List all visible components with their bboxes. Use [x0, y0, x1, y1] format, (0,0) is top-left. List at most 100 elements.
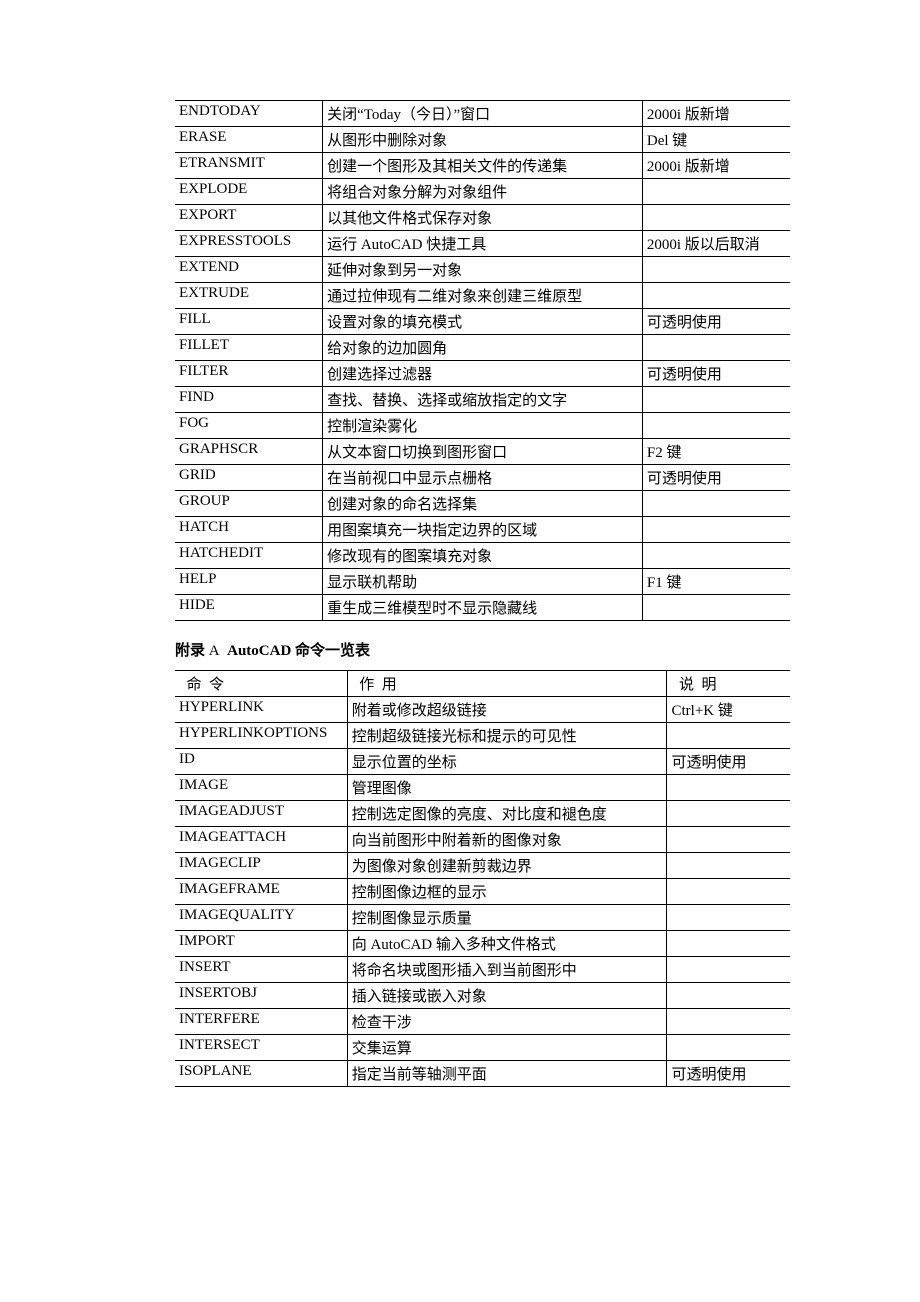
- usage-cell: 通过拉伸现有二维对象来创建三维原型: [323, 283, 643, 309]
- usage-cell: 将命名块或图形插入到当前图形中: [347, 957, 667, 983]
- command-cell: GRID: [175, 465, 323, 491]
- command-cell: HIDE: [175, 595, 323, 621]
- usage-cell: 为图像对象创建新剪裁边界: [347, 853, 667, 879]
- command-cell: EXPRESSTOOLS: [175, 231, 323, 257]
- section-letter: A: [209, 643, 220, 659]
- usage-cell: 延伸对象到另一对象: [323, 257, 643, 283]
- command-cell: EXPORT: [175, 205, 323, 231]
- usage-cell: 控制图像显示质量: [347, 905, 667, 931]
- note-cell: [667, 905, 790, 931]
- note-cell: 可透明使用: [667, 1061, 790, 1087]
- table-row: INTERSECT交集运算: [175, 1035, 790, 1061]
- usage-cell: 管理图像: [347, 775, 667, 801]
- usage-cell: 重生成三维模型时不显示隐藏线: [323, 595, 643, 621]
- usage-cell: 向当前图形中附着新的图像对象: [347, 827, 667, 853]
- command-cell: EXPLODE: [175, 179, 323, 205]
- command-cell: FIND: [175, 387, 323, 413]
- note-cell: 可透明使用: [642, 361, 790, 387]
- command-cell: IMAGECLIP: [175, 853, 347, 879]
- note-cell: [642, 179, 790, 205]
- usage-cell: 插入链接或嵌入对象: [347, 983, 667, 1009]
- usage-cell: 用图案填充一块指定边界的区域: [323, 517, 643, 543]
- table-row: GRID在当前视口中显示点栅格可透明使用: [175, 465, 790, 491]
- table-row: IMAGEFRAME控制图像边框的显示: [175, 879, 790, 905]
- command-cell: EXTEND: [175, 257, 323, 283]
- command-cell: ETRANSMIT: [175, 153, 323, 179]
- note-cell: [667, 801, 790, 827]
- command-cell: INSERT: [175, 957, 347, 983]
- usage-cell: 创建对象的命名选择集: [323, 491, 643, 517]
- note-cell: [642, 413, 790, 439]
- command-cell: ERASE: [175, 127, 323, 153]
- usage-cell: 控制选定图像的亮度、对比度和褪色度: [347, 801, 667, 827]
- note-cell: F1 键: [642, 569, 790, 595]
- table2-body: HYPERLINK附着或修改超级链接Ctrl+K 键HYPERLINKOPTIO…: [175, 697, 790, 1087]
- usage-cell: 给对象的边加圆角: [323, 335, 643, 361]
- note-cell: 2000i 版以后取消: [642, 231, 790, 257]
- command-cell: HATCHEDIT: [175, 543, 323, 569]
- table-row: IMAGEATTACH向当前图形中附着新的图像对象: [175, 827, 790, 853]
- table-row: INSERT将命名块或图形插入到当前图形中: [175, 957, 790, 983]
- usage-cell: 向 AutoCAD 输入多种文件格式: [347, 931, 667, 957]
- command-cell: FILTER: [175, 361, 323, 387]
- table-row: EXTEND延伸对象到另一对象: [175, 257, 790, 283]
- usage-cell: 修改现有的图案填充对象: [323, 543, 643, 569]
- table-row: EXTRUDE通过拉伸现有二维对象来创建三维原型: [175, 283, 790, 309]
- usage-cell: 检查干涉: [347, 1009, 667, 1035]
- usage-cell: 指定当前等轴测平面: [347, 1061, 667, 1087]
- command-cell: INSERTOBJ: [175, 983, 347, 1009]
- command-cell: IMPORT: [175, 931, 347, 957]
- table-row: FIND查找、替换、选择或缩放指定的文字: [175, 387, 790, 413]
- note-cell: [667, 827, 790, 853]
- usage-cell: 控制超级链接光标和提示的可见性: [347, 723, 667, 749]
- command-cell: ID: [175, 749, 347, 775]
- usage-cell: 从图形中删除对象: [323, 127, 643, 153]
- command-cell: IMAGEADJUST: [175, 801, 347, 827]
- table-row: FILLET给对象的边加圆角: [175, 335, 790, 361]
- command-cell: FILLET: [175, 335, 323, 361]
- usage-cell: 查找、替换、选择或缩放指定的文字: [323, 387, 643, 413]
- usage-cell: 交集运算: [347, 1035, 667, 1061]
- table-row: FILTER创建选择过滤器可透明使用: [175, 361, 790, 387]
- table-row: ISOPLANE指定当前等轴测平面可透明使用: [175, 1061, 790, 1087]
- table-row: GRAPHSCR从文本窗口切换到图形窗口F2 键: [175, 439, 790, 465]
- note-cell: [642, 257, 790, 283]
- note-cell: [667, 775, 790, 801]
- note-cell: [667, 983, 790, 1009]
- table2-col-command: 命令: [175, 671, 347, 697]
- note-cell: 2000i 版新增: [642, 101, 790, 127]
- command-cell: HYPERLINKOPTIONS: [175, 723, 347, 749]
- note-cell: 可透明使用: [667, 749, 790, 775]
- table-row: HATCH用图案填充一块指定边界的区域: [175, 517, 790, 543]
- table2-header-row: 命令 作用 说明: [175, 671, 790, 697]
- usage-cell: 控制图像边框的显示: [347, 879, 667, 905]
- note-cell: F2 键: [642, 439, 790, 465]
- note-cell: Ctrl+K 键: [667, 697, 790, 723]
- usage-cell: 以其他文件格式保存对象: [323, 205, 643, 231]
- command-cell: IMAGEFRAME: [175, 879, 347, 905]
- table-row: INTERFERE检查干涉: [175, 1009, 790, 1035]
- usage-cell: 将组合对象分解为对象组件: [323, 179, 643, 205]
- table-row: HYPERLINK附着或修改超级链接Ctrl+K 键: [175, 697, 790, 723]
- usage-cell: 控制渲染雾化: [323, 413, 643, 439]
- note-cell: [667, 879, 790, 905]
- section-text: AutoCAD 命令一览表: [227, 643, 370, 659]
- command-cell: IMAGEQUALITY: [175, 905, 347, 931]
- note-cell: [642, 387, 790, 413]
- note-cell: 可透明使用: [642, 309, 790, 335]
- note-cell: 2000i 版新增: [642, 153, 790, 179]
- note-cell: [667, 723, 790, 749]
- command-cell: HELP: [175, 569, 323, 595]
- table-row: IMAGE管理图像: [175, 775, 790, 801]
- section-prefix: 附录: [175, 643, 205, 659]
- note-cell: [642, 491, 790, 517]
- usage-cell: 显示位置的坐标: [347, 749, 667, 775]
- table-row: ETRANSMIT创建一个图形及其相关文件的传递集2000i 版新增: [175, 153, 790, 179]
- note-cell: [642, 205, 790, 231]
- note-cell: [642, 543, 790, 569]
- table-row: EXPRESSTOOLS运行 AutoCAD 快捷工具2000i 版以后取消: [175, 231, 790, 257]
- section-title: 附录 A AutoCAD 命令一览表: [175, 639, 790, 660]
- table-row: FILL设置对象的填充模式可透明使用: [175, 309, 790, 335]
- command-cell: IMAGE: [175, 775, 347, 801]
- table-row: HIDE重生成三维模型时不显示隐藏线: [175, 595, 790, 621]
